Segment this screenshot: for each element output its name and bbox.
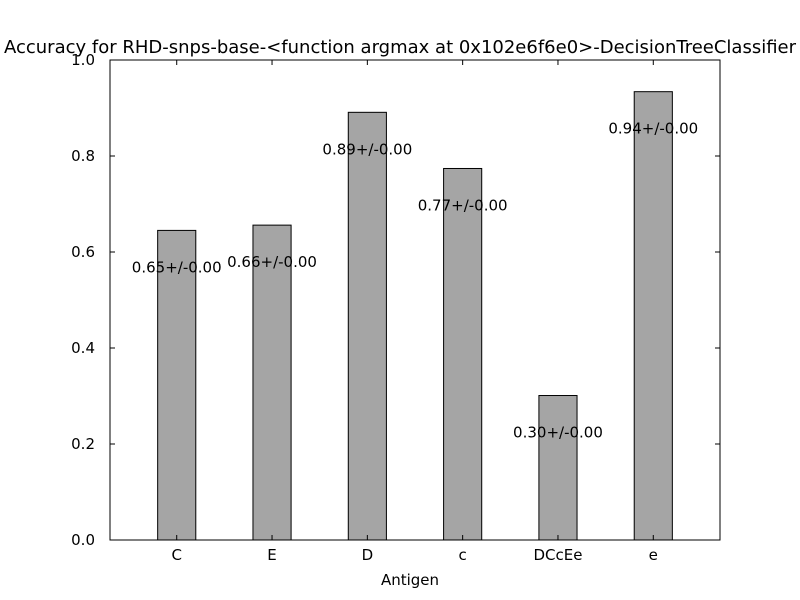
data-label-e: 0.94+/-0.00 — [608, 120, 698, 138]
bar-E — [252, 224, 292, 541]
y-tick-label: 0.0 — [71, 531, 95, 549]
bar-c — [443, 167, 483, 541]
y-tick-label: 1.0 — [71, 51, 95, 69]
y-tick-label: 0.8 — [71, 147, 95, 165]
bar-D — [347, 111, 387, 541]
data-label-DCcEe: 0.30+/-0.00 — [513, 424, 603, 442]
x-axis-label: Antigen — [381, 571, 439, 589]
x-tick-label: c — [459, 546, 467, 564]
data-label-E: 0.66+/-0.00 — [227, 253, 317, 271]
bar-e — [633, 91, 673, 541]
x-tick-label: E — [267, 546, 276, 564]
x-tick-label: DCcEe — [533, 546, 582, 564]
y-tick-label: 0.2 — [71, 435, 95, 453]
bar-C — [157, 229, 197, 541]
plot-frame — [109, 59, 721, 541]
bar-DCcEe — [538, 395, 578, 541]
data-label-C: 0.65+/-0.00 — [132, 258, 222, 276]
y-tick-label: 0.6 — [71, 243, 95, 261]
data-label-D: 0.89+/-0.00 — [322, 140, 412, 158]
data-label-c: 0.77+/-0.00 — [418, 196, 508, 214]
x-tick-label: C — [171, 546, 181, 564]
x-tick-label: e — [649, 546, 658, 564]
chart-title: Accuracy for RHD-snps-base-<function arg… — [4, 37, 797, 58]
x-tick-label: D — [362, 546, 374, 564]
y-tick-label: 0.4 — [71, 339, 95, 357]
